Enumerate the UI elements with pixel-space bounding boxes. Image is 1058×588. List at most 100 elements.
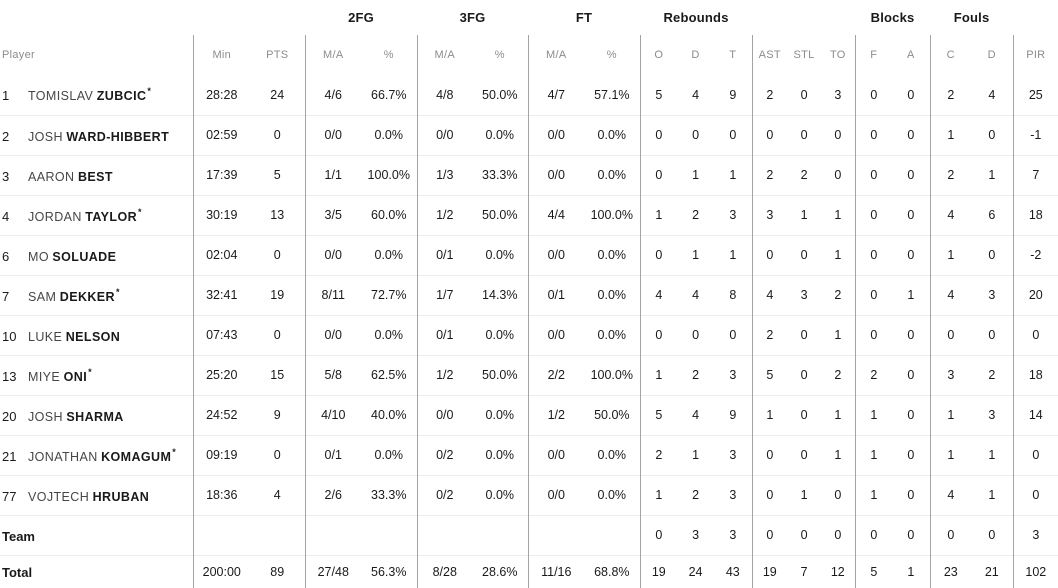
stat-block-a: 0: [892, 314, 931, 355]
stat-foul-c: 0: [929, 514, 972, 555]
stat-2fg-ma: 0/0: [304, 114, 361, 155]
stat-pir: 7: [1012, 154, 1058, 195]
stat-reb-t: 1: [714, 234, 753, 275]
stat-2fg-ma: 8/11: [304, 274, 361, 315]
player-cell[interactable]: 21 JONATHAN KOMAGUM*: [0, 434, 193, 475]
stat-3fg-pct: 33.3%: [472, 154, 529, 195]
player-cell[interactable]: 13 MIYE ONI*: [0, 354, 193, 395]
stat-block-a: 0: [892, 434, 931, 475]
player-cell[interactable]: 1 TOMISLAV ZUBCIC*: [0, 75, 193, 115]
stat-block-f: 0: [854, 274, 893, 315]
stat-reb-t: 3: [714, 354, 753, 395]
player-first-name: MIYE: [28, 369, 61, 384]
stat-ft-ma: 0/0: [527, 474, 585, 515]
player-last-name: ZUBCIC: [96, 89, 147, 104]
stat-foul-d: 3: [971, 274, 1014, 315]
stat-2fg-pct: 0.0%: [361, 314, 418, 355]
stat-2fg-pct: 60.0%: [361, 194, 418, 235]
stat-3fg-ma: 1/2: [416, 194, 473, 235]
stat-foul-c: 1: [929, 434, 972, 475]
stat-pts: [250, 514, 305, 555]
player-cell[interactable]: 10 LUKE NELSON: [0, 314, 193, 355]
stat-ast: 0: [751, 114, 788, 155]
col-header-ft-ma: M/A: [527, 35, 585, 75]
stat-foul-c: 1: [929, 114, 972, 155]
player-cell[interactable]: 4 JORDAN TAYLOR*: [0, 194, 193, 235]
stat-2fg-ma: 0/1: [304, 434, 361, 475]
col-header-stl: STL: [793, 49, 815, 61]
stat-to: 2: [821, 274, 856, 315]
player-cell[interactable]: 3 AARON BEST: [0, 154, 193, 195]
stat-block-a: 1: [892, 274, 931, 315]
player-cell[interactable]: Team: [0, 514, 193, 555]
player-cell[interactable]: 6 MO SOLUADE: [0, 234, 193, 275]
stat-to: 1: [821, 394, 856, 435]
stat-pts: 4: [250, 474, 305, 515]
stat-ft-pct: 0.0%: [584, 474, 641, 515]
stat-block-f: 1: [854, 474, 893, 515]
column-group-rebounds: Rebounds: [663, 10, 729, 25]
stat-ast: 3: [751, 194, 788, 235]
stat-2fg-ma: 5/8: [304, 354, 361, 395]
stat-2fg-pct: [361, 514, 418, 555]
stat-ft-ma: 0/0: [527, 314, 585, 355]
stat-foul-c: 1: [929, 394, 972, 435]
col-header-foul-d: D: [987, 49, 996, 61]
stat-3fg-ma: 0/1: [416, 234, 473, 275]
row-label: Team: [2, 528, 35, 544]
stat-2fg-ma: 1/1: [304, 154, 361, 195]
stat-foul-c: 4: [929, 474, 972, 515]
stat-block-a: 0: [907, 87, 915, 102]
column-group-3fg: 3FG: [459, 10, 486, 25]
stat-reb-t: 1: [714, 154, 753, 195]
col-header-foul-c: C: [929, 35, 972, 75]
player-cell[interactable]: 77 VOJTECH HRUBAN: [0, 474, 193, 515]
stat-reb-d: 4: [677, 274, 715, 315]
col-header-to: TO: [829, 49, 846, 61]
stat-to: 1: [821, 194, 856, 235]
stat-min: 200:00: [192, 554, 250, 588]
stat-pir: 20: [1012, 274, 1058, 315]
stat-min: 30:19: [192, 194, 250, 235]
stat-3fg-pct: 0.0%: [472, 234, 529, 275]
stat-foul-d: 21: [971, 554, 1014, 588]
stat-stl: 0: [787, 314, 822, 355]
player-first-name: JORDAN: [28, 209, 82, 224]
stat-stl: 3: [787, 274, 822, 315]
stat-block-f: 2: [854, 354, 893, 395]
stat-foul-c: 1: [929, 234, 972, 275]
player-cell[interactable]: 7 SAM DEKKER*: [0, 274, 193, 315]
stat-block-a: 0: [892, 234, 931, 275]
stat-foul-c: 3: [929, 354, 972, 395]
stat-pir: 102: [1012, 554, 1058, 588]
player-first-name: SAM: [28, 289, 57, 304]
stat-2fg-pct: 0.0%: [361, 114, 418, 155]
stat-3fg-pct: 50.0%: [472, 194, 529, 235]
column-group-blocks: Blocks: [870, 10, 915, 25]
player-cell[interactable]: 2 JOSH WARD-HIBBERT: [0, 114, 193, 155]
stat-reb-d: 3: [677, 514, 715, 555]
player-number: 6: [2, 248, 10, 264]
stat-pts: 0: [250, 234, 305, 275]
player-cell[interactable]: 20 JOSH SHARMA: [0, 394, 193, 435]
stat-foul-d: 0: [971, 234, 1014, 275]
stat-reb-d: 0: [677, 114, 715, 155]
stat-stl: 0: [787, 514, 822, 555]
stat-2fg-ma: 0/0: [304, 234, 361, 275]
stat-foul-c: 2: [929, 154, 972, 195]
stat-reb-t: 9: [729, 87, 737, 102]
table-row: 2 JOSH WARD-HIBBERT 02:59 0 0/0 0.0% 0/0 …: [0, 114, 1058, 155]
stat-2fg-ma: 0/0: [304, 314, 361, 355]
stat-reb-d: 2: [677, 474, 715, 515]
stat-foul-d: 0: [971, 114, 1014, 155]
stat-min: 02:59: [192, 114, 250, 155]
stat-block-a: 0: [892, 354, 931, 395]
row-label: Total: [2, 565, 33, 581]
player-first-name: VOJTECH: [28, 489, 90, 504]
player-cell[interactable]: Total: [0, 554, 193, 588]
player-number: 21: [2, 448, 17, 464]
stat-to: 3: [834, 87, 842, 102]
stat-ft-ma: 4/4: [527, 194, 585, 235]
stat-reb-t: 3: [714, 194, 753, 235]
stat-2fg-pct: 40.0%: [361, 394, 418, 435]
